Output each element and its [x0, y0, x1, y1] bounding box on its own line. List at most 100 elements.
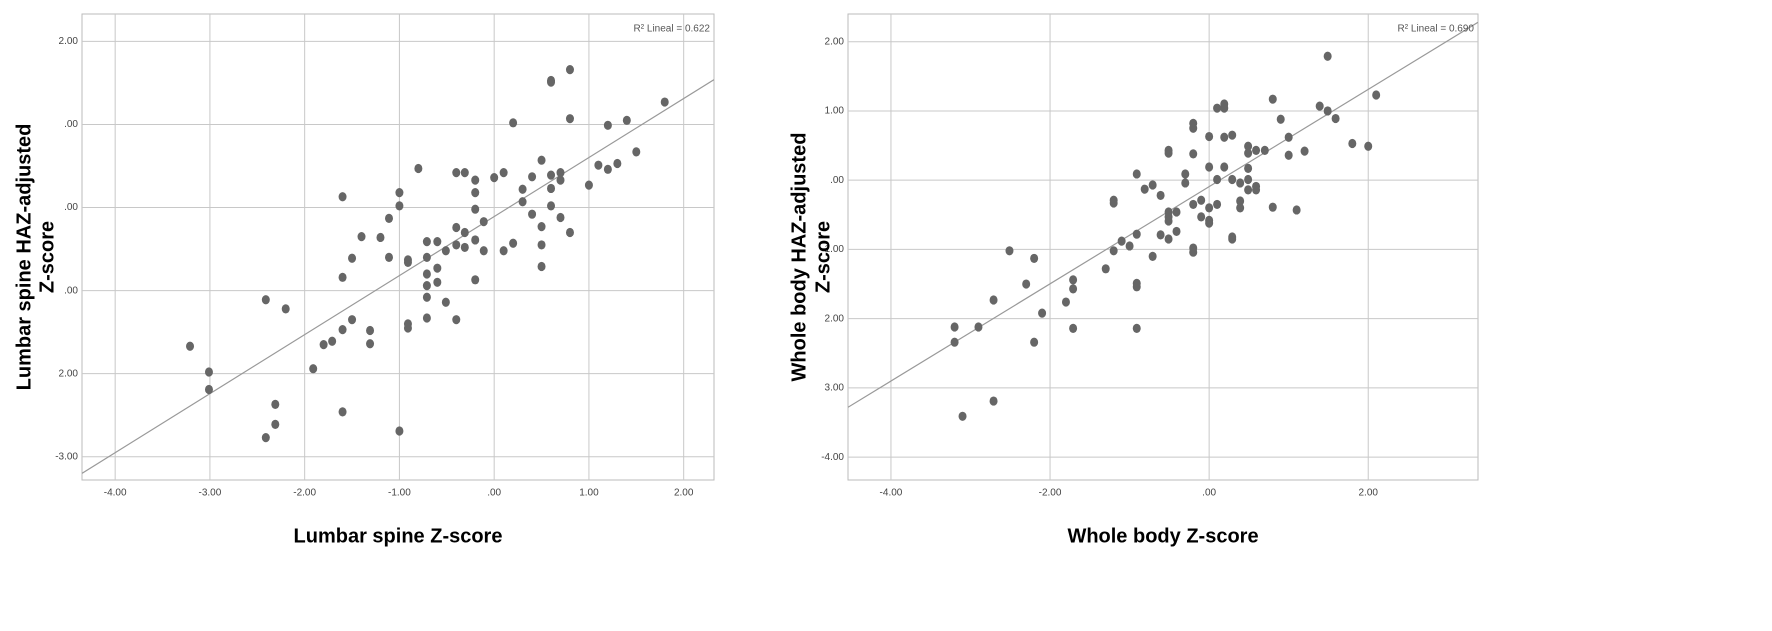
point	[348, 253, 357, 263]
point	[603, 120, 612, 130]
point	[1181, 169, 1190, 179]
point	[1069, 284, 1078, 294]
point	[528, 209, 537, 219]
point	[479, 217, 488, 227]
point	[357, 232, 366, 242]
point	[1284, 132, 1293, 142]
point	[1030, 253, 1039, 264]
point	[1156, 230, 1165, 240]
point	[319, 340, 328, 350]
point	[1220, 103, 1229, 113]
fit-line	[82, 79, 714, 474]
point	[1244, 174, 1253, 185]
point	[660, 97, 669, 107]
point	[950, 337, 959, 347]
point	[471, 275, 480, 285]
y-tick-label: .00	[64, 119, 78, 130]
point	[338, 272, 347, 282]
point	[328, 336, 337, 346]
point	[537, 261, 546, 272]
x-axis-title: Lumbar spine Z-score	[294, 525, 503, 547]
point	[366, 339, 375, 349]
point	[1220, 132, 1229, 142]
point	[1228, 234, 1237, 244]
point	[1300, 146, 1309, 156]
point	[1244, 148, 1253, 158]
point	[1220, 162, 1229, 172]
x-tick-label: 2.00	[1358, 488, 1378, 499]
point	[433, 237, 442, 247]
point	[271, 419, 280, 429]
point	[1189, 149, 1198, 159]
point	[452, 240, 461, 250]
point	[1315, 101, 1324, 111]
x-tick-label: .00	[487, 488, 501, 499]
point	[1132, 282, 1141, 292]
point	[1030, 337, 1039, 347]
point	[422, 252, 431, 262]
point	[565, 114, 574, 124]
point	[1213, 174, 1222, 185]
x-tick-label: -4.00	[104, 488, 127, 499]
y-tick-label: 3.00	[825, 383, 845, 394]
point	[499, 168, 508, 178]
point	[1364, 141, 1373, 151]
point	[556, 175, 565, 185]
y-tick-label: -4.00	[821, 452, 844, 463]
point	[989, 295, 998, 305]
point	[1268, 94, 1277, 104]
point	[1156, 190, 1165, 201]
point	[309, 364, 318, 374]
point	[556, 212, 565, 223]
y-tick-label: -3.00	[55, 451, 78, 462]
point	[518, 197, 527, 207]
point	[1252, 145, 1261, 156]
point	[403, 323, 412, 333]
point	[1140, 184, 1149, 194]
point	[974, 322, 983, 332]
point	[1205, 218, 1214, 228]
point	[338, 192, 347, 202]
point	[989, 396, 998, 406]
point	[1331, 113, 1340, 124]
point	[1236, 196, 1245, 206]
point	[414, 163, 423, 174]
point	[1125, 241, 1134, 251]
x-tick-label: 2.00	[674, 488, 694, 499]
y-axis-title: Whole body HAZ-adjusted	[788, 133, 810, 382]
point	[547, 77, 556, 87]
point	[422, 281, 431, 291]
point	[1132, 323, 1141, 333]
point	[271, 399, 280, 410]
point	[584, 180, 593, 190]
point	[1101, 264, 1110, 274]
point	[1069, 323, 1078, 333]
point	[1148, 251, 1157, 261]
point	[1181, 178, 1190, 188]
point	[1061, 297, 1070, 307]
y-tick-label: 2.00	[59, 368, 79, 379]
x-tick-label: 1.00	[579, 488, 599, 499]
point	[1372, 90, 1381, 100]
point	[509, 118, 518, 128]
point	[1109, 198, 1118, 208]
point	[613, 158, 622, 169]
point	[547, 183, 556, 194]
point	[348, 315, 357, 325]
point	[395, 187, 404, 198]
point	[384, 252, 393, 262]
point	[1236, 203, 1245, 213]
point	[1213, 199, 1222, 210]
y-tick-label: 1.00	[825, 106, 845, 117]
point	[518, 184, 527, 194]
point	[622, 115, 631, 125]
point	[1348, 138, 1357, 149]
point	[1284, 150, 1293, 160]
point	[556, 168, 565, 178]
point	[1205, 203, 1214, 213]
point	[471, 187, 480, 198]
point	[261, 433, 270, 443]
point	[1132, 229, 1141, 239]
y-tick-label: .00	[830, 175, 844, 186]
